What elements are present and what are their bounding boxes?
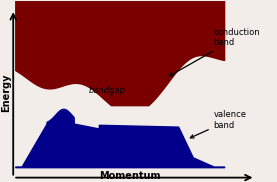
Text: Energy: Energy xyxy=(1,74,11,112)
Text: conduction
band: conduction band xyxy=(169,28,260,76)
Text: Momentum: Momentum xyxy=(99,171,161,181)
Text: valence
band: valence band xyxy=(190,110,247,138)
Text: bandgap: bandgap xyxy=(88,86,125,95)
